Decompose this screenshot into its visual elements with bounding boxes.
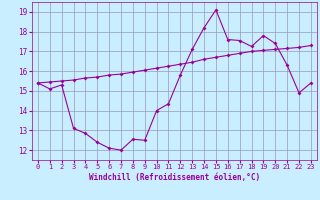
X-axis label: Windchill (Refroidissement éolien,°C): Windchill (Refroidissement éolien,°C) [89,173,260,182]
